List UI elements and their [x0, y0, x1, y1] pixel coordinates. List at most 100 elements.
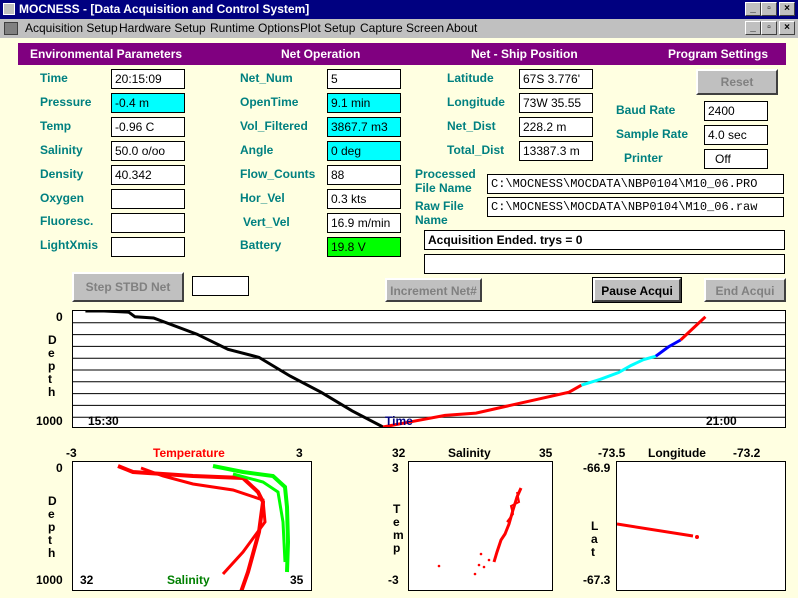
pause-acqui-button[interactable]: Pause Acqui [592, 277, 682, 303]
env-label: Pressure [40, 95, 92, 109]
time-end-label: 21:00 [706, 414, 737, 428]
processed-label: Processed [415, 167, 476, 181]
net-label: Battery [240, 238, 282, 252]
temp-max-label: 3 [296, 446, 303, 460]
time-axis-label: Time [385, 414, 413, 428]
child-close-icon[interactable]: × [779, 21, 795, 35]
net-value: 9.1 min [327, 93, 401, 113]
net-value: 5 [327, 69, 401, 89]
ts-point [477, 563, 481, 567]
ts-trace [492, 487, 523, 563]
net-value: 3867.7 m3 [327, 117, 401, 137]
menu-capture-screen[interactable]: Capture Screen [360, 21, 445, 35]
processed-file-value: C:\MOCNESS\MOCDATA\NBP0104\M10_06.PRO [487, 174, 784, 194]
header-pos: Net - Ship Position [471, 47, 578, 61]
maximize-icon[interactable]: ▫ [761, 2, 777, 16]
net-value: 88 [327, 165, 401, 185]
sample-rate-value: 4.0 sec [704, 125, 768, 145]
printer-value: Off [704, 149, 768, 169]
raw-label-2: Name [415, 213, 448, 227]
td-depth-0: 0 [56, 461, 63, 475]
menu-plot-setup[interactable]: Plot Setup [300, 21, 356, 35]
prog-label: Sample Rate [616, 127, 689, 141]
td-depth-1000: 1000 [36, 573, 63, 587]
temp-min-label: -3 [66, 446, 77, 460]
status-line: Acquisition Ended. trys = 0 [424, 230, 785, 250]
latlon-point [695, 535, 699, 539]
minimize-icon[interactable]: _ [745, 2, 761, 16]
ts-point [487, 558, 491, 562]
net-label: Net_Num [240, 71, 293, 85]
step-value-field[interactable] [192, 276, 249, 296]
env-value [111, 213, 185, 233]
sal-max-label: 35 [290, 573, 304, 587]
lon-title: Longitude [648, 446, 706, 460]
ts-point [479, 552, 483, 556]
menu-about[interactable]: About [446, 21, 478, 35]
net-label: Angle [240, 143, 274, 157]
env-value [111, 189, 185, 209]
lon-min-label: -73.5 [598, 446, 626, 460]
lat-axis-label: Lat [591, 519, 599, 559]
env-label: Temp [40, 119, 72, 133]
grid [73, 322, 785, 418]
menu-hardware-setup[interactable]: Hardware Setup [119, 21, 206, 35]
env-value [111, 237, 185, 257]
child-minimize-icon[interactable]: _ [745, 21, 761, 35]
net-value: 19.8 V [327, 237, 401, 257]
sal-axis-label: Salinity [167, 573, 210, 587]
header-env: Environmental Parameters [30, 47, 183, 61]
net-label: Vert_Vel [243, 215, 290, 229]
ts-title: Salinity [448, 446, 491, 460]
pos-value: 228.2 m [519, 117, 593, 137]
processed-label-2: File Name [415, 181, 472, 195]
menu-runtime-options[interactable]: Runtime Options [210, 21, 300, 35]
env-value: 20:15:09 [111, 69, 185, 89]
ts-point [482, 565, 486, 569]
net-label: Hor_Vel [240, 191, 285, 205]
child-restore-icon[interactable]: ▫ [761, 21, 777, 35]
env-label: LightXmis [40, 238, 99, 252]
lat-max-label: -66.9 [583, 461, 611, 475]
net-value: 0 deg [327, 141, 401, 161]
salinity-trace [212, 464, 291, 573]
ts-series [437, 487, 523, 576]
net-label: Flow_Counts [240, 167, 316, 181]
prog-label: Baud Rate [616, 103, 676, 117]
time-start-label: 15:30 [88, 414, 119, 428]
increment-net-button[interactable]: Increment Net# [385, 278, 482, 302]
temp-title: Temperature [153, 446, 225, 460]
reset-button[interactable]: Reset [696, 69, 778, 95]
net-label: Vol_Filtered [240, 119, 308, 133]
env-value: 40.342 [111, 165, 185, 185]
header-net: Net Operation [281, 47, 361, 61]
ts-plot [408, 461, 553, 591]
ts-xmax-label: 35 [539, 446, 553, 460]
lon-max-label: -73.2 [733, 446, 761, 460]
title-bar: MOCNESS - [Data Acquisition and Control … [0, 0, 798, 19]
depth-tick-1000: 1000 [36, 414, 63, 428]
env-label: Density [40, 167, 84, 181]
temperature-trace [140, 466, 267, 576]
td-depth-label: Depth [48, 494, 57, 560]
latlon-track [617, 522, 694, 538]
window-title: MOCNESS - [Data Acquisition and Control … [19, 2, 310, 16]
depth-axis-label: Depth [48, 333, 57, 399]
menu-acquisition-setup[interactable]: Acquisition Setup [25, 21, 118, 35]
latlon-series [617, 522, 699, 539]
depth-trace [679, 315, 707, 342]
doc-icon [4, 22, 18, 35]
env-value: 50.0 o/oo [111, 141, 185, 161]
prog-label: Printer [624, 151, 663, 165]
temp-sal-series [117, 464, 291, 590]
depth-time-plot [72, 310, 786, 428]
depth-tick-0: 0 [56, 310, 63, 324]
end-acqui-button[interactable]: End Acqui [704, 278, 786, 302]
depth-trace [382, 383, 583, 427]
raw-label: Raw File [415, 199, 464, 213]
ts-temp-label: Temp [393, 502, 404, 555]
pos-value: 73W 35.55 [519, 93, 593, 113]
close-icon[interactable]: × [779, 2, 795, 16]
step-stbd-net-button[interactable]: Step STBD Net [72, 272, 184, 302]
ts-xmin-label: 32 [392, 446, 406, 460]
